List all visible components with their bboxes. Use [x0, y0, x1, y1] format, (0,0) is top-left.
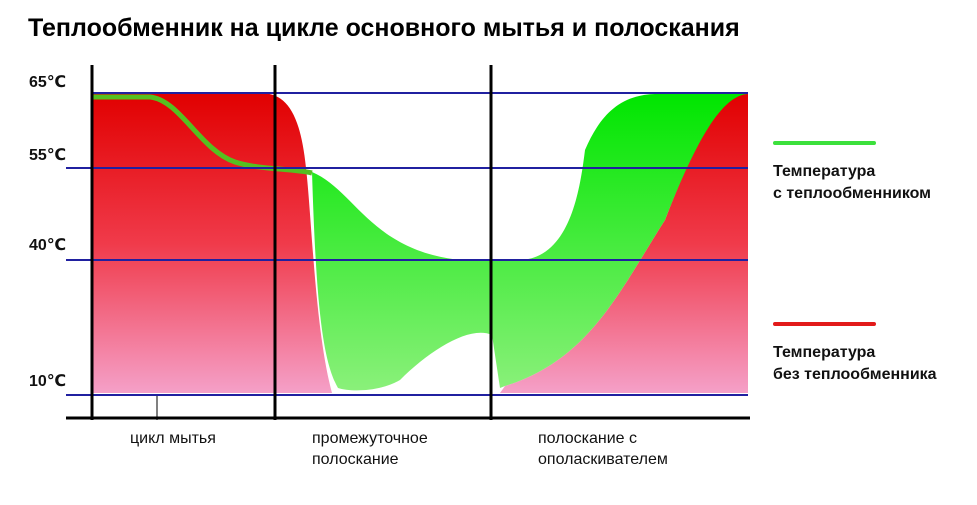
- legend-swatch-green: [773, 141, 876, 145]
- phase-label-wash: цикл мытья: [130, 430, 216, 447]
- phase-label-intermediate-rinse: промежуточное полоскание: [312, 430, 428, 468]
- chart-title: Теплообменник на цикле основного мытья и…: [28, 14, 740, 42]
- legend-label-with-exchanger: Температура с теплообменником: [773, 163, 932, 202]
- y-tick-40: 40℃: [29, 237, 67, 254]
- y-tick-10: 10℃: [29, 373, 67, 390]
- legend-swatch-red: [773, 322, 876, 326]
- phase-label-rinse-aid: полоскание с ополаскивателем: [538, 430, 668, 468]
- y-tick-55: 55℃: [29, 147, 67, 164]
- green-curve-wash-cycle: [92, 94, 313, 176]
- legend-label-without-exchanger: Температура без теплообменника: [773, 344, 937, 383]
- y-tick-65: 65℃: [29, 74, 67, 91]
